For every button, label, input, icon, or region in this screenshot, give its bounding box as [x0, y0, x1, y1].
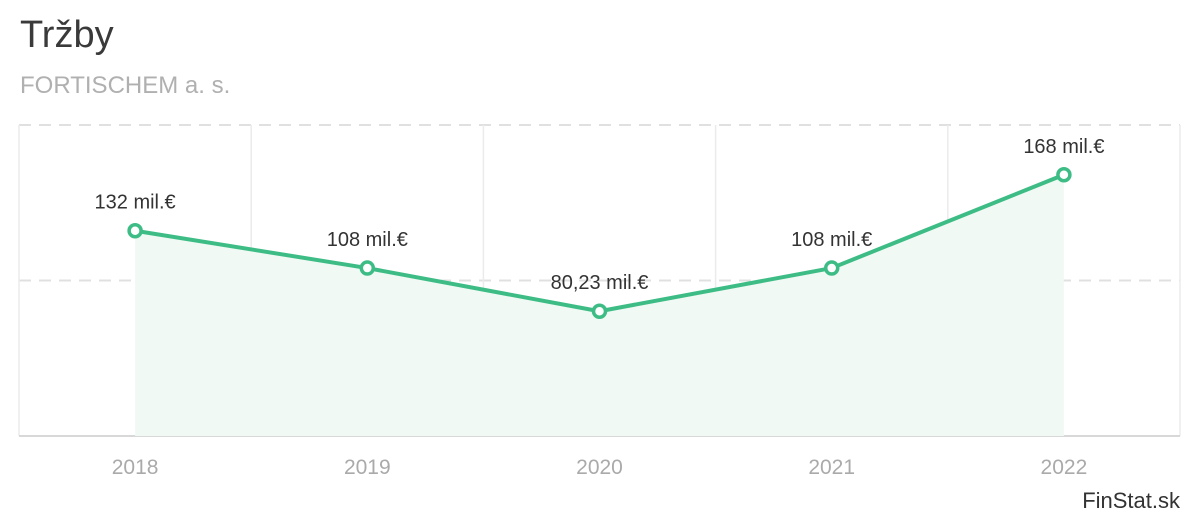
data-label-2021: 108 mil.€	[791, 229, 872, 251]
area-fill	[135, 174, 1064, 436]
x-tick-label-2018: 2018	[112, 456, 159, 479]
data-point-2018[interactable]	[127, 222, 143, 239]
data-point-2020[interactable]	[591, 303, 608, 319]
data-label-2018: 132 mil.€	[95, 192, 176, 214]
data-point-2019[interactable]	[359, 260, 376, 276]
data-point-2022[interactable]	[1056, 167, 1072, 183]
x-tick-label-2020: 2020	[576, 456, 623, 479]
finstat-brand-link[interactable]: FinStat.sk	[1082, 488, 1180, 513]
data-point-2021[interactable]	[823, 260, 840, 276]
chart-title: Tržby	[20, 14, 114, 56]
data-label-2022: 168 mil.€	[1023, 136, 1104, 158]
data-label-2019: 108 mil.€	[327, 229, 408, 251]
x-tick-label-2022: 2022	[1041, 456, 1088, 479]
x-tick-label-2019: 2019	[344, 456, 391, 479]
data-label-2020: 80,23 mil.€	[551, 272, 649, 294]
chart-subtitle: FORTISCHEM a. s.	[20, 72, 231, 99]
x-tick-label-2021: 2021	[808, 456, 855, 479]
